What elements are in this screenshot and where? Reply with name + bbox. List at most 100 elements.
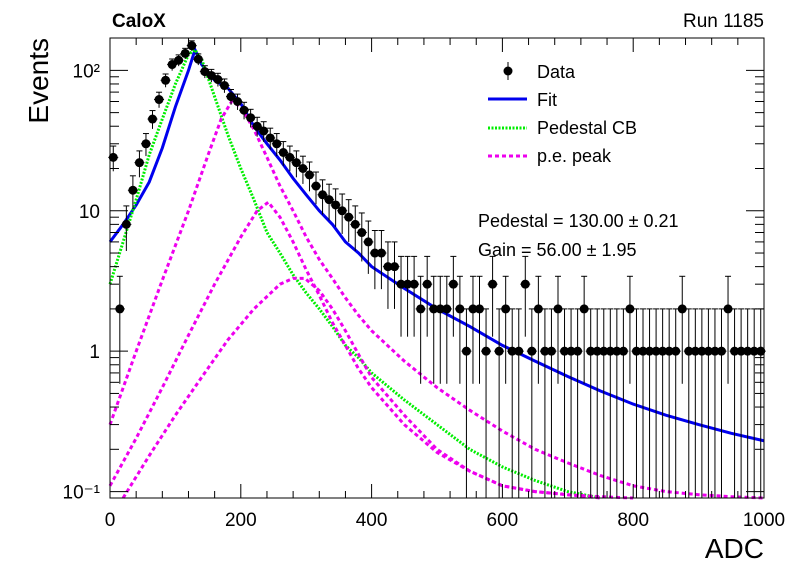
data-point (468, 304, 478, 314)
data-point (703, 346, 713, 356)
data-point (514, 346, 524, 356)
x-tick-label: 400 (356, 510, 388, 531)
data-point (174, 55, 184, 65)
y-tick-label: 1 (89, 342, 100, 363)
y-tick-label: 10⁻¹ (63, 483, 101, 504)
data-point (141, 139, 151, 149)
data-point (272, 139, 282, 149)
data-point (376, 248, 386, 258)
data-point (573, 346, 583, 356)
data-point (690, 346, 700, 356)
data-point (331, 200, 341, 210)
data-point (121, 219, 131, 229)
data-point (259, 126, 269, 136)
data-point (108, 152, 118, 162)
data-point (560, 346, 570, 356)
run-label: Run 1185 (683, 11, 764, 32)
data-point (318, 190, 328, 200)
data-point (546, 346, 556, 356)
data-point (161, 75, 171, 85)
legend-data-marker (503, 66, 513, 76)
y-axis-title: Events (23, 38, 54, 124)
data-point (324, 195, 334, 205)
data-point (631, 346, 641, 356)
data-point (278, 147, 288, 157)
data-point (429, 304, 439, 314)
data-point (494, 346, 504, 356)
data-point (363, 237, 373, 247)
data-point (370, 248, 380, 258)
data-point (697, 346, 707, 356)
data-point (298, 163, 308, 173)
data-point (180, 48, 190, 58)
data-point (389, 262, 399, 272)
y-tick-label: 10 (79, 202, 100, 223)
data-point (233, 97, 243, 107)
data-point (592, 346, 602, 356)
data-point (416, 304, 426, 314)
data-point (134, 158, 144, 168)
data-point (128, 185, 138, 195)
data-point (448, 279, 458, 289)
data-point (187, 41, 197, 51)
data-point (736, 346, 746, 356)
data-point (403, 279, 413, 289)
data-point (115, 304, 125, 314)
data-point (730, 346, 740, 356)
data-point (677, 304, 687, 314)
data-point (527, 346, 537, 356)
data-point (396, 279, 406, 289)
axes: 0 200 400 600 800 1000 10⁻¹ 1 10 10² (63, 38, 785, 531)
data-point (193, 54, 203, 64)
data-point (148, 114, 158, 124)
series-pedestal-cb (108, 47, 601, 500)
data-point (475, 304, 485, 314)
data-point (540, 346, 550, 356)
data-point (239, 105, 249, 115)
data-point (716, 346, 726, 356)
data-point (461, 346, 471, 356)
data-point (586, 346, 596, 356)
legend-label-pe-peak: p.e. peak (537, 146, 612, 166)
data-point (553, 304, 563, 314)
data-point (488, 279, 498, 289)
data-point (579, 304, 589, 314)
data-point (520, 279, 530, 289)
plot-area (108, 40, 766, 500)
legend-label-fit: Fit (537, 90, 557, 110)
x-axis-title: ADC (705, 533, 764, 564)
legend: Data Fit Pedestal CB p.e. peak (488, 62, 637, 166)
y-tick-label: 10² (73, 61, 100, 82)
data-point (566, 346, 576, 356)
data-point (154, 95, 164, 105)
data-point (311, 181, 321, 191)
data-point (344, 212, 354, 222)
data-point (200, 67, 210, 77)
gain-result: Gain = 56.00 ± 1.95 (478, 240, 637, 260)
data-point (684, 346, 694, 356)
data-point (350, 219, 360, 229)
legend-item-data: Data (503, 62, 576, 82)
data-point (612, 346, 622, 356)
data-point (710, 346, 720, 356)
data-point (723, 304, 733, 314)
data-point (599, 346, 609, 356)
series-fit (108, 45, 765, 443)
data-point (501, 304, 511, 314)
data-point (651, 346, 661, 356)
data-point (645, 346, 655, 356)
series-p-e-peak-1 (108, 99, 765, 500)
legend-item-pe-peak: p.e. peak (488, 146, 612, 166)
data-point (252, 121, 262, 131)
x-tick-label: 800 (617, 510, 649, 531)
series-p-e-peak-3 (121, 276, 601, 500)
data-point (167, 60, 177, 70)
legend-label-pedestal: Pedestal CB (537, 118, 637, 138)
data-point (291, 158, 301, 168)
data-point (206, 70, 216, 80)
data-point (507, 346, 517, 356)
data-point (383, 262, 393, 272)
data-point (618, 346, 628, 356)
data-point (265, 133, 275, 143)
